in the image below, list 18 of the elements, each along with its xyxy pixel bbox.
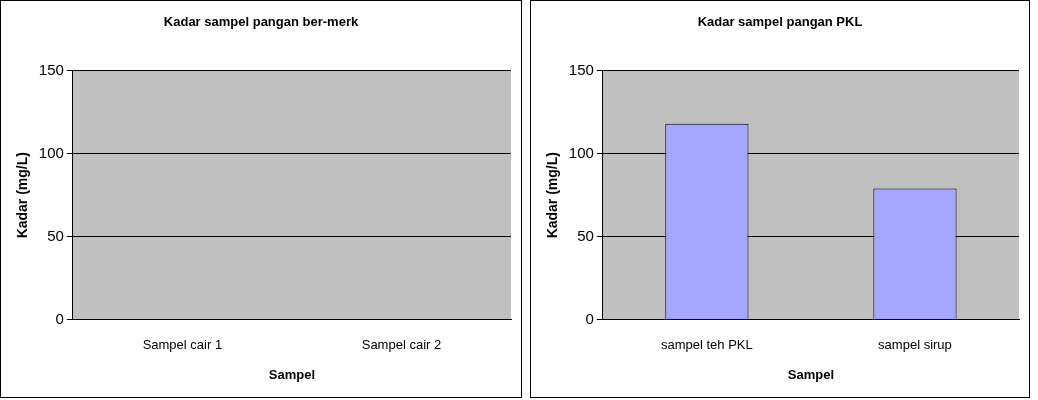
x-tick-label: sampel teh PKL bbox=[660, 337, 753, 353]
y-tick-label: 0 bbox=[55, 309, 64, 327]
y-tick-label: 50 bbox=[47, 226, 64, 244]
y-axis-title: Kadar (mg/L) bbox=[14, 152, 31, 239]
y-axis-title: Kadar (mg/L) bbox=[544, 152, 561, 239]
y-tick-label: 150 bbox=[568, 60, 594, 78]
x-tick-label: sampel sirup bbox=[878, 337, 952, 353]
x-tick-label: Sampel cair 2 bbox=[361, 337, 442, 353]
y-tick-label: 50 bbox=[577, 226, 594, 244]
x-axis-title: Sampel bbox=[787, 366, 835, 382]
chart-title: Kadar sampel pangan PKL bbox=[697, 14, 863, 30]
chart-title: Kadar sampel pangan ber-merk bbox=[163, 14, 359, 30]
x-axis-title: Sampel bbox=[268, 366, 316, 382]
y-tick-label: 100 bbox=[38, 143, 64, 161]
y-tick-label: 0 bbox=[585, 309, 594, 327]
y-tick-label: 100 bbox=[568, 143, 594, 161]
x-tick-label: Sampel cair 1 bbox=[142, 337, 223, 353]
y-tick-label: 150 bbox=[38, 60, 64, 78]
